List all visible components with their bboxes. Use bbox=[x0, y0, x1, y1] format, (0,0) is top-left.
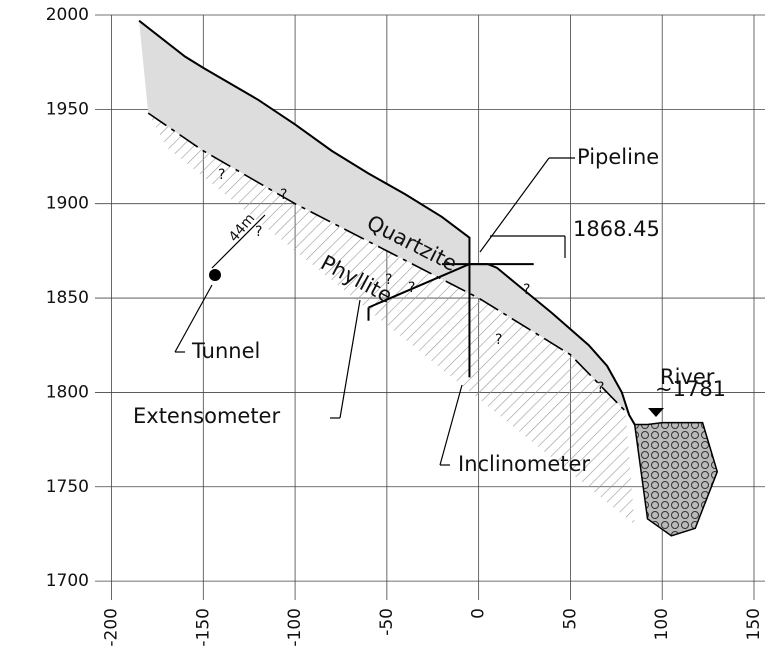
y-tick-label: 1750 bbox=[46, 477, 89, 497]
question-mark: ? bbox=[218, 167, 225, 183]
y-tick-label: 1950 bbox=[46, 99, 89, 119]
annotation: River bbox=[660, 365, 715, 389]
pointer bbox=[339, 299, 361, 419]
x-tick-label: 150 bbox=[744, 608, 764, 640]
x-tick-label: 0 bbox=[469, 608, 489, 619]
x-tick-label: 50 bbox=[560, 608, 580, 630]
pointer bbox=[439, 384, 463, 466]
x-tick-label: -150 bbox=[193, 608, 213, 647]
x-tick-label: -100 bbox=[285, 608, 305, 647]
y-tick-label: 1850 bbox=[46, 288, 89, 308]
question-mark: ? bbox=[523, 282, 530, 298]
pointer bbox=[479, 157, 550, 253]
annotation: 1868.45 bbox=[573, 217, 660, 241]
annotation: ~1781 bbox=[655, 377, 726, 401]
question-mark: ? bbox=[385, 272, 392, 288]
phyllite-hatch bbox=[148, 113, 635, 525]
question-mark: ? bbox=[495, 332, 502, 348]
question-mark: ? bbox=[597, 380, 604, 396]
pointer bbox=[174, 284, 213, 353]
river-level-marker bbox=[648, 408, 664, 417]
tunnel bbox=[209, 269, 221, 281]
formation-boundary bbox=[147, 112, 627, 412]
question-mark: ? bbox=[408, 280, 415, 296]
y-tick-label: 1700 bbox=[46, 571, 89, 591]
dimension bbox=[211, 214, 266, 269]
river-deposit bbox=[633, 421, 719, 537]
y-tick-label: 1900 bbox=[46, 194, 89, 214]
question-mark: ? bbox=[255, 224, 262, 240]
x-tick-label: -200 bbox=[102, 608, 122, 647]
annotation: Tunnel bbox=[191, 339, 260, 363]
extensometer bbox=[368, 263, 470, 309]
x-tick-label: -50 bbox=[377, 608, 397, 636]
annotation: Extensometer bbox=[133, 404, 280, 428]
annotation: Pipeline bbox=[577, 145, 659, 169]
y-tick-label: 1800 bbox=[46, 382, 89, 402]
question-mark: ? bbox=[280, 187, 287, 203]
x-tick-label: 100 bbox=[652, 608, 672, 640]
annotation: Inclinometer bbox=[458, 452, 590, 476]
y-tick-label: 2000 bbox=[46, 5, 89, 25]
quartzite-body bbox=[139, 20, 635, 425]
ground-surface bbox=[138, 19, 636, 426]
